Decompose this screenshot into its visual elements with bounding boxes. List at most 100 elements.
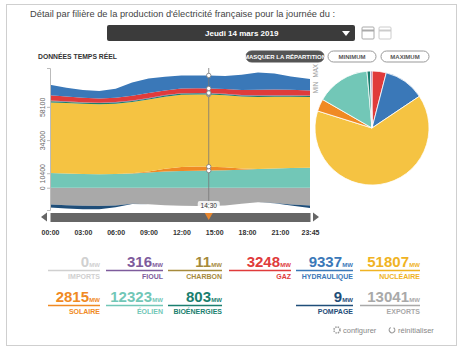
- x-tick-label: 00:00: [42, 229, 60, 236]
- tile-label: CHARBON: [186, 273, 222, 280]
- tile-underline: [48, 270, 100, 272]
- pie-slice: [371, 71, 372, 128]
- tile-value: 0: [81, 253, 89, 270]
- y-tick-label: 10400: [39, 164, 46, 184]
- calendar-icon-bar: [362, 30, 374, 32]
- plot-area: [50, 68, 310, 210]
- x-tick-label: 23:45: [302, 229, 320, 236]
- tile-label: SOLAIRE: [69, 308, 100, 315]
- cursor-label-box: [198, 201, 220, 210]
- tile-unit: MW: [409, 297, 420, 303]
- area: [50, 188, 310, 206]
- cursor-point: [207, 91, 211, 95]
- tile-value: 9: [334, 288, 342, 305]
- y-tick: 10400: [39, 164, 50, 184]
- x-tick-label: 15:00: [206, 229, 224, 236]
- x-tick: 09:00: [140, 217, 158, 236]
- tile-underline: [48, 305, 100, 307]
- tile-underline: [106, 270, 163, 272]
- footer-link[interactable]: réinitialiser: [398, 326, 434, 335]
- y-tick: 0: [39, 186, 50, 190]
- gear-icon[interactable]: [334, 327, 340, 333]
- tile-label: POMPAGE: [318, 308, 354, 315]
- tile-label: IMPORTS: [68, 273, 100, 280]
- area: [50, 202, 310, 209]
- calendar-icon[interactable]: [362, 27, 374, 39]
- x-tick-label: 12:00: [173, 229, 191, 236]
- select-arrow[interactable]: [342, 31, 350, 36]
- x-tick: 21:00: [271, 217, 289, 236]
- toolbar-button[interactable]: [381, 51, 429, 62]
- tile-value: 803: [186, 288, 211, 305]
- y-tick-label: 34200: [39, 131, 46, 151]
- tile-label: ÉOLIEN: [137, 307, 163, 315]
- pie-slice: [367, 71, 372, 128]
- calendar-icon[interactable]: [379, 27, 391, 39]
- footer-link[interactable]: configurer: [343, 326, 377, 335]
- x-tick-label: 21:00: [271, 229, 289, 236]
- tile-label: EXPORTS: [387, 308, 421, 315]
- tile-value: 3248: [247, 253, 280, 270]
- reset-icon[interactable]: [389, 327, 396, 333]
- date-label[interactable]: Jeudi 14 mars 2019: [205, 29, 279, 38]
- slider-arrow-left[interactable]: [41, 213, 47, 222]
- x-tick-label: 18:00: [239, 229, 257, 236]
- panel: [7, 5, 457, 346]
- slider-cursor[interactable]: [205, 213, 213, 220]
- tile-label: NUCLÉAIRE: [379, 272, 420, 280]
- y-tick-label: 0: [39, 186, 46, 190]
- x-tick: 12:00: [173, 217, 191, 236]
- tile-underline: [296, 305, 353, 307]
- toolbar-button[interactable]: [328, 51, 376, 62]
- page: Détail par filière de la production d'él…: [0, 0, 463, 350]
- x-tick: 15:00: [206, 217, 224, 236]
- tile-label: HYDRAULIQUE: [302, 273, 354, 281]
- date-select[interactable]: [107, 25, 355, 41]
- pie-slice: [371, 71, 372, 128]
- tile-label: FIOUL: [142, 273, 164, 280]
- x-tick-label: 06:00: [107, 229, 125, 236]
- tile-value: 11: [195, 253, 211, 270]
- tile-value: 316: [127, 253, 152, 270]
- tile-label: GAZ: [276, 273, 292, 280]
- tile-underline: [229, 270, 291, 272]
- cursor-point: [207, 73, 211, 77]
- pie-slice: [323, 71, 372, 128]
- toolbar-button-label[interactable]: MASQUER LA RÉPARTITION: [244, 53, 326, 60]
- tile-value: 9337: [309, 253, 342, 270]
- tile-underline: [106, 305, 163, 307]
- area: [50, 94, 310, 174]
- tile-underline: [168, 270, 222, 272]
- y-tick: 34200: [39, 131, 50, 151]
- y-axis: 0 10400 34200 58100: [39, 69, 51, 211]
- tile-value: 2815: [56, 288, 89, 305]
- tile-unit: MW: [342, 297, 353, 303]
- x-tick-label: 03:00: [74, 229, 92, 236]
- cursor-point: [207, 164, 211, 168]
- calendar-icon-bar: [379, 30, 391, 32]
- y-tick-mark: [47, 107, 50, 108]
- cursor-point: [207, 91, 211, 95]
- y-tick: 58100: [39, 98, 50, 118]
- x-tick: 00:00: [42, 217, 60, 236]
- header-title: Détail par filière de la production d'él…: [30, 9, 335, 19]
- range-label: MAX: [312, 63, 319, 77]
- tile-unit: MW: [152, 262, 163, 268]
- x-axis-line[interactable]: [51, 213, 311, 222]
- tile-unit: MW: [342, 262, 353, 268]
- pie: [315, 71, 429, 185]
- slider-arrow-right[interactable]: [313, 213, 319, 222]
- y-tick-mark: [47, 173, 50, 174]
- x-tick: 06:00: [107, 217, 125, 236]
- area: [50, 72, 310, 98]
- tile-underline: [360, 270, 420, 272]
- y-tick-mark: [47, 140, 50, 141]
- toolbar-label: DONNÉES TEMPS RÉEL: [38, 52, 117, 60]
- x-tick: 23:45: [302, 217, 320, 236]
- toolbar-button-label[interactable]: MAXIMUM: [390, 54, 419, 60]
- tile-unit: MW: [409, 262, 420, 268]
- x-axis: 00:00 03:00 06:00 09:00 12:00 15:00 18:00 21:00…: [42, 217, 320, 236]
- cursor-label: 14:30: [201, 202, 218, 209]
- toolbar-button-label[interactable]: MINIMUM: [339, 54, 366, 60]
- tile-unit: MW: [152, 297, 163, 303]
